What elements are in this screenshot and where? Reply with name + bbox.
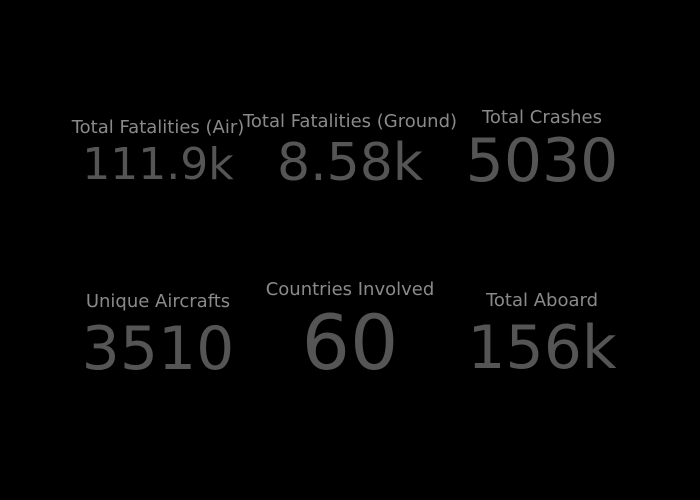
metric-value: 111.9k	[82, 139, 234, 190]
metric-value: 3510	[81, 314, 235, 384]
metric-title: Unique Aircrafts	[85, 291, 231, 312]
metric-countries-involved: Countries Involved 60	[266, 279, 435, 381]
metric-total-aboard: Total Aboard 156k	[467, 290, 616, 378]
metric-unique-aircrafts: Unique Aircrafts 3510	[82, 291, 235, 379]
metric-value: 5030	[465, 126, 619, 196]
metric-title: Total Fatalities (Air)	[71, 117, 245, 138]
metric-title: Total Aboard	[485, 290, 599, 311]
metric-value: 156k	[467, 313, 617, 383]
metric-total-crashes: Total Crashes 5030	[466, 107, 619, 191]
metric-total-fatalities-air: Total Fatalities (Air) 111.9k	[72, 117, 245, 187]
metric-value: 8.58k	[277, 133, 423, 193]
metric-total-fatalities-ground: Total Fatalities (Ground) 8.58k	[243, 111, 457, 189]
metric-value: 60	[301, 298, 399, 387]
metric-title: Total Fatalities (Ground)	[242, 111, 458, 132]
metric-title: Total Crashes	[481, 107, 602, 128]
metric-title: Countries Involved	[265, 279, 435, 300]
